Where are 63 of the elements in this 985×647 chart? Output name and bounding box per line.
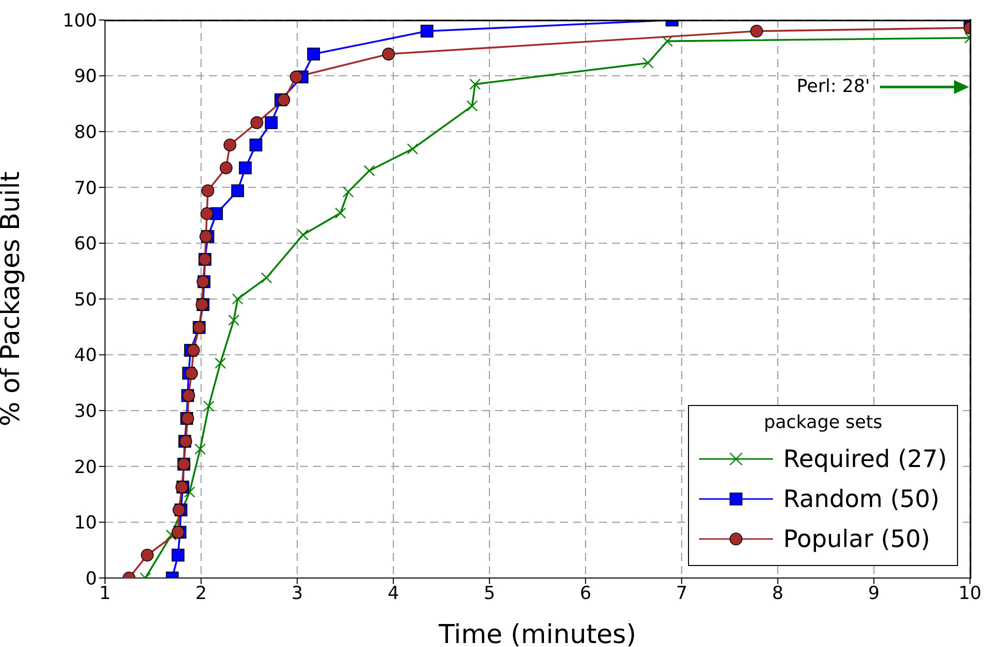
x-tick-label: 8 [772, 582, 784, 604]
point [172, 548, 184, 562]
point [277, 93, 290, 106]
point [214, 358, 226, 369]
point [200, 207, 214, 220]
y-tick-label: 80 [74, 122, 97, 143]
point [469, 78, 481, 90]
annotation: Perl: 28' [796, 74, 870, 99]
point [364, 165, 375, 176]
y-tick-label: 30 [74, 400, 97, 422]
point [194, 444, 206, 455]
point [406, 143, 418, 154]
point [231, 184, 244, 198]
legend-label: Popular (50) [783, 525, 930, 553]
point [290, 70, 303, 84]
point [642, 57, 654, 69]
point [228, 314, 240, 326]
point [342, 186, 354, 198]
point [264, 116, 278, 130]
y-tick-label: 100 [62, 10, 97, 32]
legend-label: Random (50) [783, 485, 940, 513]
y-tick-label: 70 [74, 178, 97, 199]
x-axis-title: Time (minutes) [438, 620, 636, 647]
point [249, 138, 262, 152]
x-tick-label: 4 [388, 582, 400, 604]
point [750, 24, 764, 38]
point [250, 116, 264, 130]
x-tick-label: 3 [291, 582, 303, 604]
y-tick-label: 10 [74, 512, 97, 534]
point [140, 548, 154, 562]
y-tick-label: 0 [86, 568, 97, 590]
point [232, 293, 244, 305]
point [201, 184, 214, 198]
y-tick-label: 90 [74, 66, 97, 88]
x-tick-label: 5 [484, 582, 496, 604]
point [260, 272, 272, 284]
point [334, 207, 346, 219]
x-tick-label: 9 [868, 582, 880, 604]
point [166, 529, 177, 541]
point [184, 486, 196, 498]
point [382, 48, 395, 60]
x-tick-label: 10 [958, 582, 982, 604]
point [238, 161, 252, 174]
point [224, 138, 236, 152]
y-tick-label: 20 [74, 456, 97, 478]
point [466, 100, 478, 112]
x-tick-label: 2 [195, 582, 207, 604]
y-tick-label: 40 [74, 345, 97, 366]
point [662, 36, 673, 47]
legend-label: Required (27) [783, 445, 947, 473]
point [220, 161, 232, 174]
point [297, 229, 309, 240]
x-tick-label: 7 [676, 582, 688, 604]
point [185, 366, 198, 380]
point [420, 24, 434, 38]
y-tick-label: 60 [74, 234, 97, 255]
x-tick-label: 6 [580, 582, 592, 604]
y-tick-label: 50 [74, 289, 97, 310]
point [307, 48, 320, 60]
x-tick-label: 1 [99, 582, 111, 604]
point [203, 400, 214, 412]
legend-title: package sets [762, 412, 884, 433]
point [187, 344, 200, 357]
